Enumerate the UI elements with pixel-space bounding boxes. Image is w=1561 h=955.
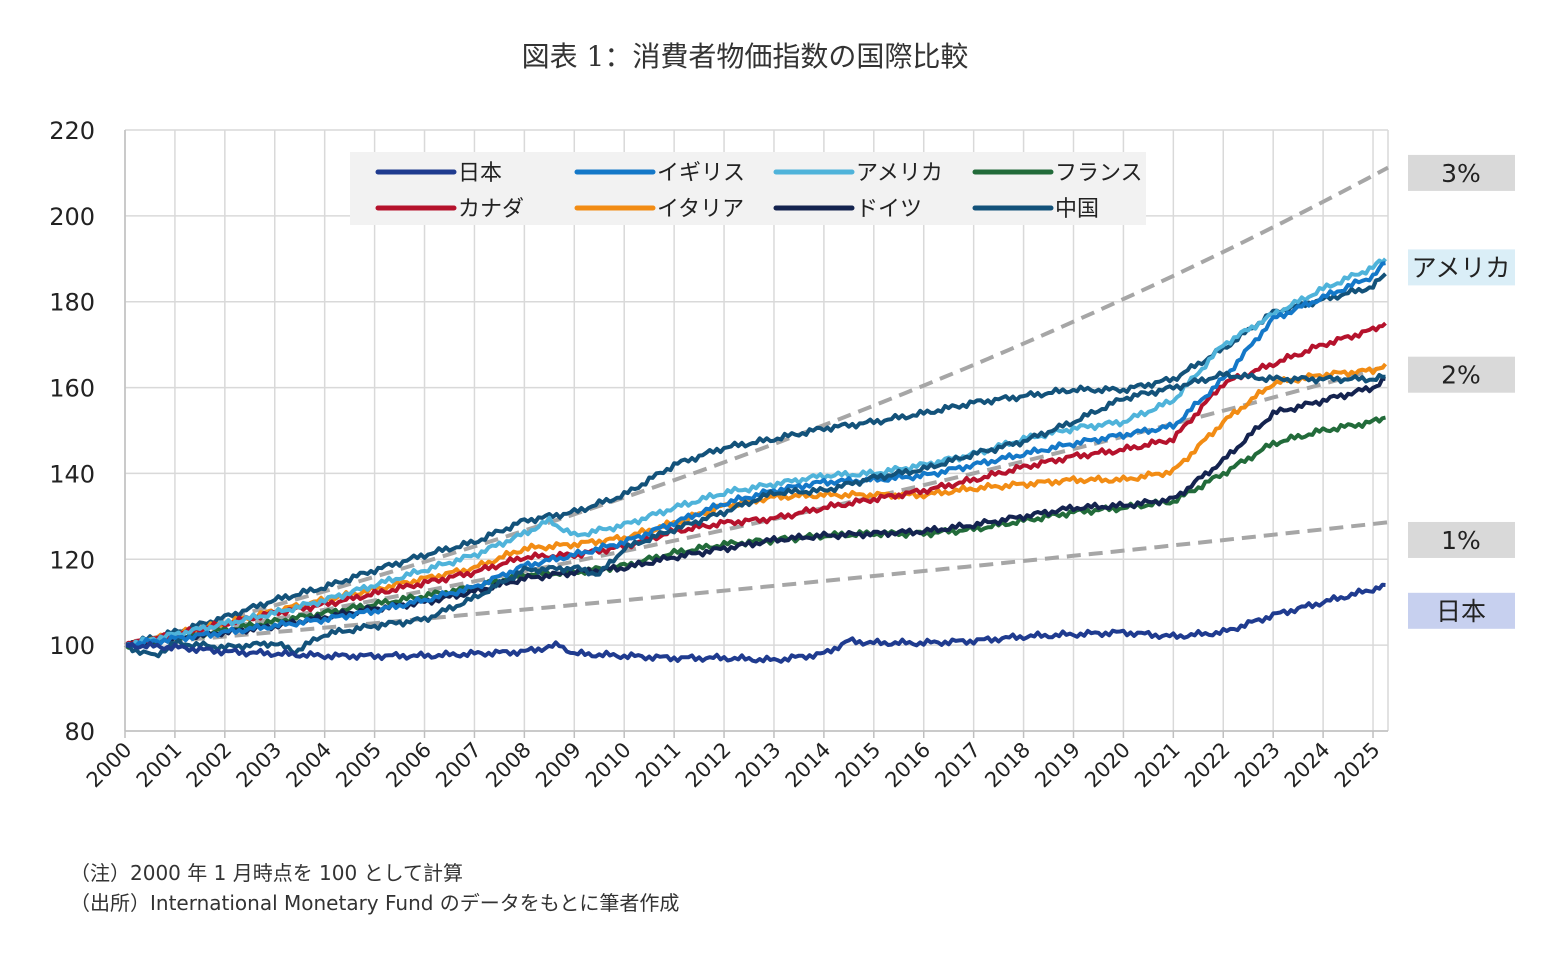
right-label-アメリカ: アメリカ [1412, 253, 1511, 282]
right-label-1%: 1% [1441, 526, 1481, 555]
legend-label-中国: 中国 [1055, 197, 1099, 222]
x-tick-label-2010: 2010 [581, 738, 636, 793]
series-line-参考1 [124, 272, 1387, 649]
legend-label-イギリス: イギリス [657, 161, 745, 186]
x-tick-label-2013: 2013 [731, 738, 786, 793]
series-line-ドイツ [124, 376, 1386, 649]
x-tick-label-2007: 2007 [431, 738, 486, 793]
legend-label-フランス: フランス [1055, 161, 1143, 186]
series-line-フランス [123, 415, 1386, 650]
notes: （注）2000 年 1 月時点を 100 として計算 （出所）Internati… [70, 858, 679, 918]
y-tick-label-160: 160 [49, 375, 95, 403]
x-tick-label-2024: 2024 [1280, 738, 1335, 793]
series-line-カナダ [123, 321, 1387, 647]
series-line-日本 [124, 582, 1386, 664]
x-tick-label-2009: 2009 [531, 738, 586, 793]
y-tick-label-120: 120 [49, 546, 95, 574]
y-tick-label-140: 140 [49, 460, 95, 488]
legend-label-ドイツ: ドイツ [856, 197, 922, 222]
note-source: （出所）International Monetary Fund のデータをもとに… [70, 891, 680, 915]
x-tick-label-2019: 2019 [1030, 738, 1085, 793]
right-label-box-アメリカ [1408, 249, 1515, 286]
x-tick-label-2002: 2002 [182, 738, 237, 793]
chart-title: 図表 1：消費者物価指数の国際比較 [522, 40, 969, 73]
x-tick-label-2011: 2011 [631, 738, 686, 793]
x-tick-label-2006: 2006 [381, 738, 436, 793]
series-line-イギリス [124, 261, 1386, 649]
x-tick-label-2015: 2015 [831, 738, 886, 793]
reference-lines [124, 165, 1389, 648]
series-line-アメリカ [125, 257, 1388, 649]
legend-label-カナダ: カナダ [458, 197, 524, 222]
x-tick-label-2012: 2012 [681, 738, 736, 793]
legend-box [350, 152, 1146, 225]
reference-line-2% [124, 363, 1389, 648]
x-tick-label-2016: 2016 [881, 738, 936, 793]
right-label-box-1% [1408, 521, 1515, 558]
note-calc: （注）2000 年 1 月時点を 100 として計算 [70, 861, 463, 885]
x-tick-label-2003: 2003 [232, 738, 287, 793]
y-tick-label-220: 220 [49, 117, 95, 145]
x-tick-label-2004: 2004 [281, 738, 336, 793]
series-line-中国 [124, 370, 1386, 659]
right-label-box-2% [1408, 356, 1515, 393]
x-tick-label-2014: 2014 [781, 738, 836, 793]
x-tick-label-2005: 2005 [331, 738, 386, 793]
right-label-日本: 日本 [1436, 597, 1486, 626]
right-label-2%: 2% [1441, 361, 1481, 390]
x-tick-label-2022: 2022 [1180, 738, 1235, 793]
y-tick-label-100: 100 [49, 632, 95, 660]
x-tick-label-2017: 2017 [930, 738, 985, 793]
x-tick-label-2018: 2018 [980, 738, 1035, 793]
y-tick-label-80: 80 [64, 718, 95, 746]
legend-label-日本: 日本 [458, 161, 502, 186]
right-label-box-日本 [1408, 592, 1515, 629]
x-tick-label-2023: 2023 [1230, 738, 1285, 793]
x-tick-label-2025: 2025 [1330, 738, 1385, 793]
x-tick-label-2020: 2020 [1080, 738, 1135, 793]
x-tick-label-2008: 2008 [481, 738, 536, 793]
reference-line-1% [124, 520, 1389, 648]
series-lines [123, 257, 1388, 664]
x-tick-label-2001: 2001 [132, 738, 187, 793]
right-label-3%: 3% [1441, 159, 1481, 188]
legend-label-イタリア: イタリア [657, 197, 744, 222]
right-labels: 3% アメリカ 2% 1% 日本 [1408, 154, 1515, 629]
x-tick-label-2021: 2021 [1130, 738, 1185, 793]
reference-line-3% [124, 165, 1389, 648]
legend-label-アメリカ: アメリカ [856, 161, 943, 186]
right-label-box-3% [1408, 154, 1515, 191]
y-tick-label-180: 180 [49, 289, 95, 317]
y-tick-label-200: 200 [49, 203, 95, 231]
